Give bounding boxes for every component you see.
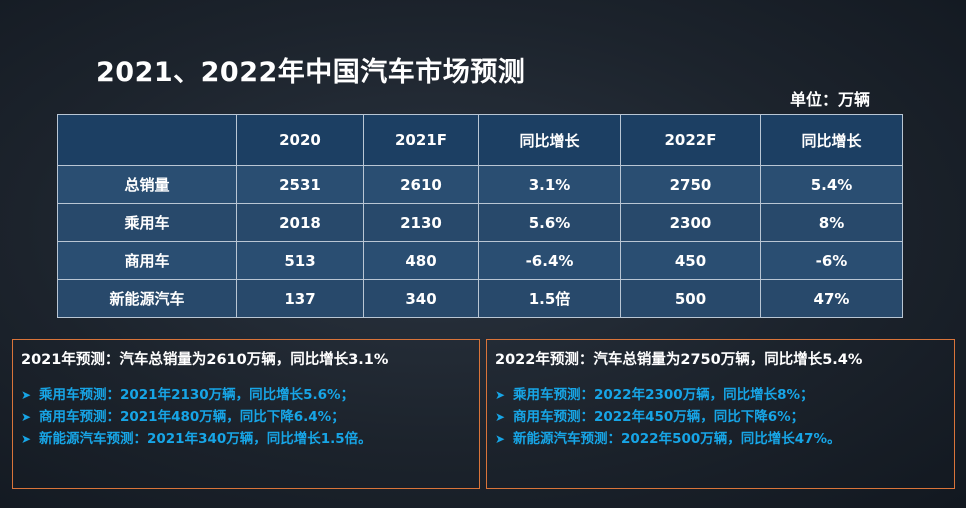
table-header-cell xyxy=(57,114,237,166)
table-cell: 3.1% xyxy=(478,165,621,204)
panel-list-2021: ➤ 乘用车预测：2021年2130万辆，同比增长5.6%； ➤ 商用车预测：2021… xyxy=(21,384,372,450)
unit-label: 单位：万辆 xyxy=(790,90,871,109)
table-cell: 450 xyxy=(620,241,761,280)
panel-list-2022: ➤ 乘用车预测：2022年2300万辆，同比增长8%； ➤ 商用车预测：2022年4… xyxy=(495,384,841,450)
table-cell: -6.4% xyxy=(478,241,621,280)
table-header-cell: 同比增长 xyxy=(478,114,621,166)
arrow-right-icon: ➤ xyxy=(21,388,32,402)
table-cell: 513 xyxy=(236,241,364,280)
table-row: 商用车 513 480 -6.4% 450 -6% xyxy=(57,241,903,280)
panel-heading-2022: 2022年预测：汽车总销量为2750万辆，同比增长5.4% xyxy=(495,352,863,368)
table-cell: 乘用车 xyxy=(57,203,237,242)
list-item-text: 新能源汽车预测：2021年340万辆，同比增长1.5倍。 xyxy=(39,431,372,447)
forecast-panel-2022: 2022年预测：汽车总销量为2750万辆，同比增长5.4% ➤ 乘用车预测：202… xyxy=(486,339,955,489)
table-header-cell: 2020 xyxy=(236,114,364,166)
list-item-text: 商用车预测：2021年480万辆，同比下降6.4%； xyxy=(39,409,345,425)
table-cell: 5.6% xyxy=(478,203,621,242)
table-cell: 2018 xyxy=(236,203,364,242)
slide-title: 2021、2022年中国汽车市场预测 xyxy=(96,57,526,88)
list-item: ➤ 新能源汽车预测：2021年340万辆，同比增长1.5倍。 xyxy=(21,428,372,450)
panel-heading-2021: 2021年预测：汽车总销量为2610万辆，同比增长3.1% xyxy=(21,352,389,368)
table-header-cell: 2022F xyxy=(620,114,761,166)
list-item: ➤ 商用车预测：2022年450万辆，同比下降6%； xyxy=(495,406,841,428)
table-cell: 8% xyxy=(760,203,903,242)
table-cell: 47% xyxy=(760,279,903,318)
table-cell: 1.5倍 xyxy=(478,279,621,318)
forecast-panel-2021: 2021年预测：汽车总销量为2610万辆，同比增长3.1% ➤ 乘用车预测：202… xyxy=(12,339,480,489)
table-cell: 2750 xyxy=(620,165,761,204)
arrow-right-icon: ➤ xyxy=(21,432,32,446)
arrow-right-icon: ➤ xyxy=(495,410,506,424)
arrow-right-icon: ➤ xyxy=(21,410,32,424)
table-row: 乘用车 2018 2130 5.6% 2300 8% xyxy=(57,203,903,242)
table-cell: 2130 xyxy=(363,203,479,242)
table-cell: 2300 xyxy=(620,203,761,242)
table-cell: 新能源汽车 xyxy=(57,279,237,318)
table-header-cell: 2021F xyxy=(363,114,479,166)
table-cell: 5.4% xyxy=(760,165,903,204)
list-item-text: 乘用车预测：2022年2300万辆，同比增长8%； xyxy=(513,387,814,403)
list-item-text: 商用车预测：2022年450万辆，同比下降6%； xyxy=(513,409,805,425)
list-item-text: 乘用车预测：2021年2130万辆，同比增长5.6%； xyxy=(39,387,355,403)
list-item: ➤ 商用车预测：2021年480万辆，同比下降6.4%； xyxy=(21,406,372,428)
table-cell: 2531 xyxy=(236,165,364,204)
table-cell: -6% xyxy=(760,241,903,280)
table-cell: 总销量 xyxy=(57,165,237,204)
table-row: 总销量 2531 2610 3.1% 2750 5.4% xyxy=(57,165,903,204)
list-item: ➤ 乘用车预测：2022年2300万辆，同比增长8%； xyxy=(495,384,841,406)
forecast-table: 2020 2021F 同比增长 2022F 同比增长 总销量 2531 2610… xyxy=(57,114,903,318)
table-header-row: 2020 2021F 同比增长 2022F 同比增长 xyxy=(57,114,903,166)
arrow-right-icon: ➤ xyxy=(495,388,506,402)
table-cell: 137 xyxy=(236,279,364,318)
table-row: 新能源汽车 137 340 1.5倍 500 47% xyxy=(57,279,903,318)
table-cell: 340 xyxy=(363,279,479,318)
table-cell: 480 xyxy=(363,241,479,280)
arrow-right-icon: ➤ xyxy=(495,432,506,446)
table-cell: 商用车 xyxy=(57,241,237,280)
table-cell: 2610 xyxy=(363,165,479,204)
table-header-cell: 同比增长 xyxy=(760,114,903,166)
list-item-text: 新能源汽车预测：2022年500万辆，同比增长47%。 xyxy=(513,431,841,447)
list-item: ➤ 乘用车预测：2021年2130万辆，同比增长5.6%； xyxy=(21,384,372,406)
table-cell: 500 xyxy=(620,279,761,318)
list-item: ➤ 新能源汽车预测：2022年500万辆，同比增长47%。 xyxy=(495,428,841,450)
